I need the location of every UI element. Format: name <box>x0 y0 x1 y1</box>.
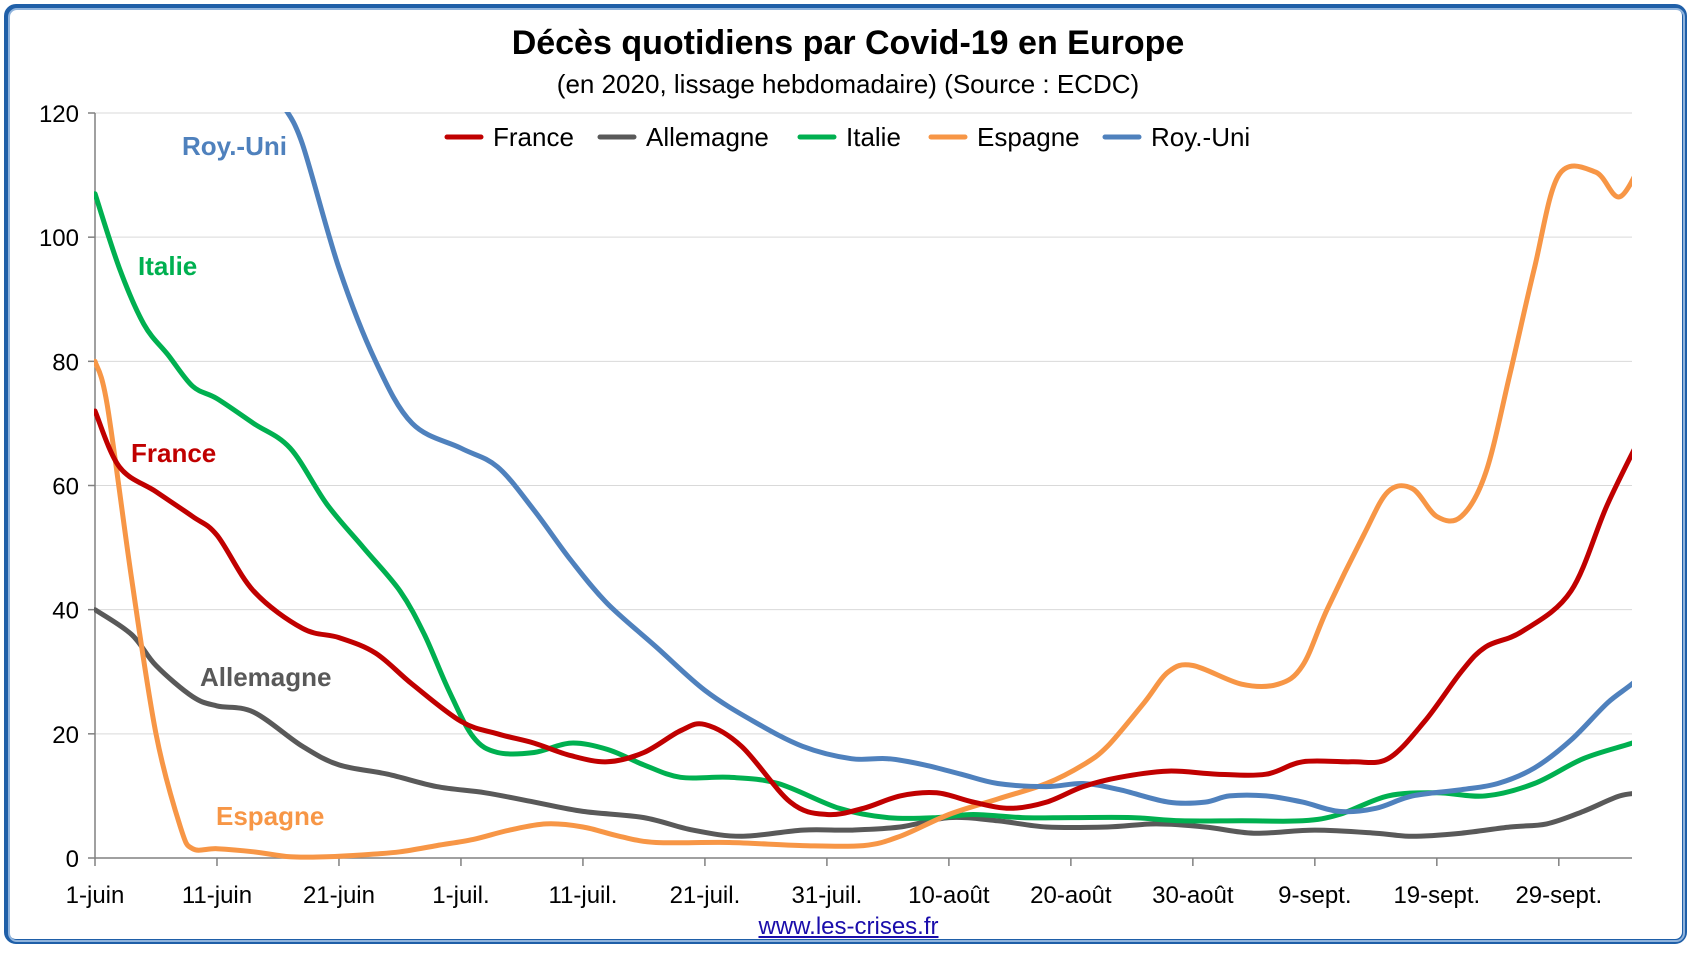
y-tick-label: 40 <box>52 598 79 625</box>
y-tick-label: 80 <box>52 349 79 376</box>
y-tick-label: 60 <box>52 474 79 501</box>
y-tick-label: 20 <box>52 722 79 749</box>
chart-subtitle: (en 2020, lissage hebdomadaire) (Source … <box>557 69 1139 99</box>
x-tick-label: 19-sept. <box>1393 882 1480 909</box>
chart-frame-inner <box>8 8 1685 942</box>
inline-label: Roy.-Uni <box>182 131 287 161</box>
series-line-allemagne <box>94 607 1632 839</box>
x-tick-label: 20-août <box>1030 882 1112 909</box>
inline-series-labels: Roy.-Uni Italie France Allemagne Espagne <box>131 131 332 831</box>
x-tick-label: 1-juin <box>66 882 125 909</box>
inline-label: Allemagne <box>200 662 332 692</box>
legend-entry: Roy.-Uni <box>1151 122 1250 152</box>
series-line-roy-uni <box>284 112 1632 815</box>
x-tick-label: 21-juil. <box>670 882 741 909</box>
inline-label: Espagne <box>216 801 324 831</box>
x-tick-label: 29-sept. <box>1515 882 1602 909</box>
series-line-italie <box>94 191 1632 824</box>
legend-entry: Allemagne <box>646 122 769 152</box>
gridlines <box>95 112 1632 735</box>
y-tick-label: 0 <box>66 846 79 873</box>
source-link[interactable]: www.les-crises.fr <box>758 913 939 940</box>
x-tick-label: 11-juil. <box>548 882 617 909</box>
x-axis-ticks: 1-juin 11-juin 21-juin 1-juil. 11-juil. 21-ju… <box>66 858 1602 909</box>
series-lines <box>94 112 1632 860</box>
x-tick-label: 1-juil. <box>432 882 489 909</box>
y-axis-ticks: 0 20 40 60 80 100 120 <box>39 101 95 873</box>
legend-entry: Espagne <box>977 122 1080 152</box>
legend-entry: France <box>493 122 574 152</box>
x-tick-label: 10-août <box>908 882 990 909</box>
x-tick-label: 30-août <box>1152 882 1234 909</box>
inline-label: France <box>131 438 216 468</box>
x-tick-label: 9-sept. <box>1278 882 1351 909</box>
chart-title: Décès quotidiens par Covid-19 en Europe <box>512 24 1185 62</box>
x-tick-label: 11-juin <box>182 882 252 909</box>
legend: France Allemagne Italie Espagne Roy.-Uni <box>444 122 1250 152</box>
chart-frame <box>4 4 1687 944</box>
legend-entry: Italie <box>846 122 901 152</box>
series-line-espagne <box>94 163 1632 860</box>
x-tick-label: 31-juil. <box>792 882 863 909</box>
y-tick-label: 100 <box>39 225 79 252</box>
series-line-france <box>94 408 1632 818</box>
y-tick-label: 120 <box>39 101 79 128</box>
x-tick-label: 21-juin <box>303 882 375 909</box>
inline-label: Italie <box>138 251 197 281</box>
